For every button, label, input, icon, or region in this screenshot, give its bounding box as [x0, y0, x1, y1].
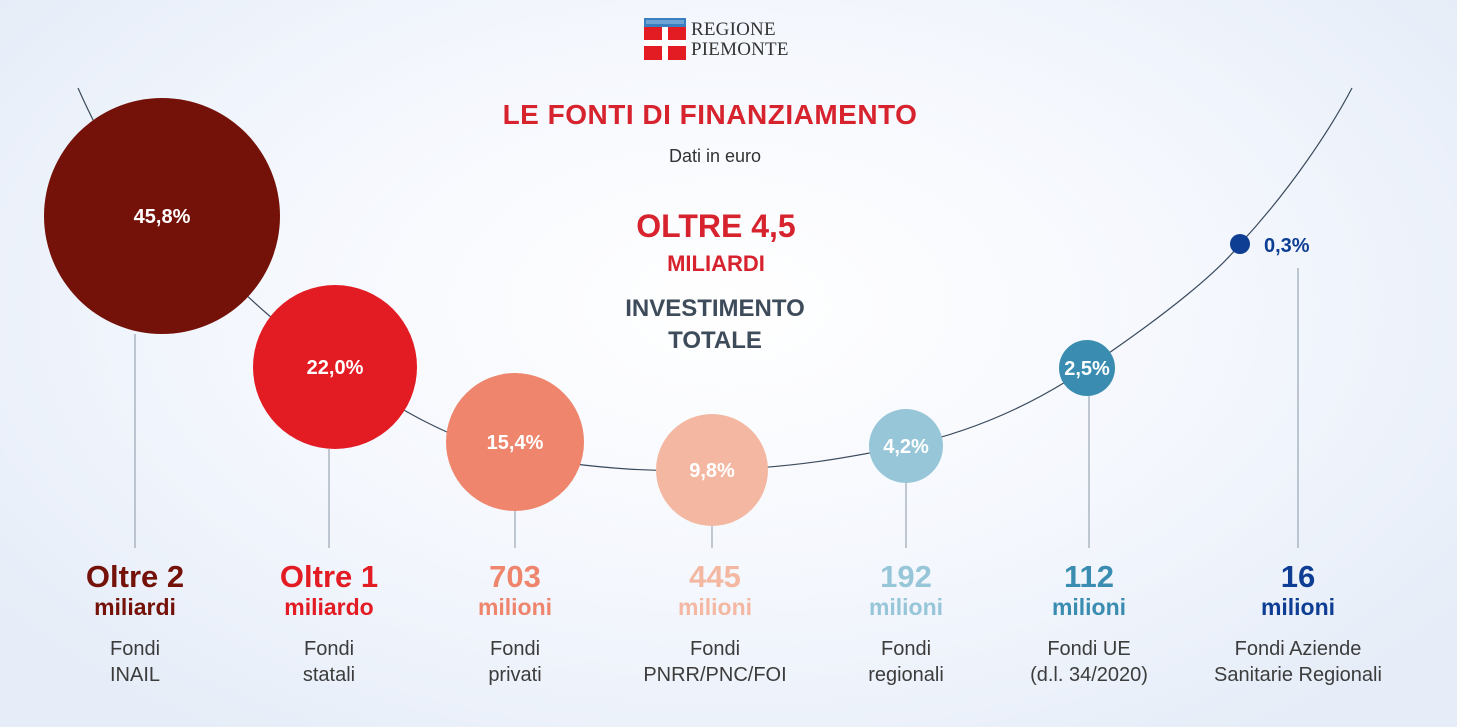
source-label-column: Oltre 1 miliardo Fondi statali	[209, 560, 449, 688]
total-caption-line1: INVESTIMENTO	[625, 295, 805, 322]
bubble	[44, 98, 280, 334]
total-caption-line2: TOTALE	[668, 327, 762, 354]
total-value: OLTRE 4,5	[636, 208, 796, 244]
regione-piemonte-logo: REGIONE PIEMONTE	[644, 18, 794, 60]
amount-unit: miliardi	[94, 594, 176, 620]
percent-label: 2,5%	[1064, 358, 1110, 380]
source-label-column: 16 milioni Fondi Aziende Sanitarie Regional…	[1178, 560, 1418, 688]
source-name: Fondi statali	[209, 636, 449, 688]
source-name-line1: Fondi Aziende	[1234, 638, 1362, 660]
source-name: Fondi INAIL	[15, 636, 255, 688]
bubble	[1059, 340, 1115, 396]
amount-unit: milioni	[677, 594, 753, 620]
amount-value: 16	[1280, 559, 1316, 594]
source-name-line2: regionali	[868, 664, 944, 686]
percent-label: 4,2%	[883, 436, 929, 458]
source-name-line1: Fondi	[303, 638, 355, 660]
bubble	[656, 414, 768, 526]
amount-unit: milioni	[1051, 594, 1127, 620]
amount-value: 445	[689, 559, 741, 594]
source-name-line1: Fondi UE	[1047, 638, 1131, 660]
logo-line1: REGIONE	[691, 19, 776, 40]
percent-label: 9,8%	[689, 460, 735, 482]
percent-label: 0,3%	[1264, 235, 1310, 257]
amount-unit: milioni	[868, 594, 944, 620]
amount-unit: milioni	[477, 594, 553, 620]
source-name: Fondi regionali	[786, 636, 1026, 688]
source-label-column: 112 milioni Fondi UE (d.l. 34/2020)	[969, 560, 1209, 688]
percent-label: 22,0%	[307, 357, 364, 379]
source-name-line2: privati	[488, 664, 542, 686]
bubble	[446, 373, 584, 511]
amount-value: 112	[1063, 559, 1114, 594]
logo-line2: PIEMONTE	[691, 39, 789, 60]
source-name-line2: Sanitarie Regionali	[1214, 664, 1382, 686]
total-unit: MILIARDI	[667, 251, 765, 276]
source-name-line2: statali	[302, 664, 356, 686]
regione-piemonte-emblem-icon	[644, 18, 686, 60]
source-label-column: Oltre 2 miliardi Fondi INAIL	[15, 560, 255, 688]
source-name: Fondi privati	[395, 636, 635, 688]
source-name: Fondi UE (d.l. 34/2020)	[969, 636, 1209, 688]
source-label-column: 192 milioni Fondi regionali	[786, 560, 1026, 688]
source-name-line1: Fondi	[109, 638, 161, 660]
amount-unit: milioni	[1260, 594, 1336, 620]
source-name-line1: Fondi	[880, 638, 932, 660]
amount-value: 192	[880, 559, 932, 594]
amount-unit: miliardo	[284, 594, 374, 620]
percent-label: 45,8%	[134, 206, 191, 228]
total-caption: INVESTIMENTO TOTALE	[615, 293, 815, 357]
amount-value: Oltre 2	[85, 559, 185, 594]
page-subtitle: Dati in euro	[668, 146, 762, 166]
source-name-line2: INAIL	[109, 664, 161, 686]
amount-value: 703	[489, 559, 541, 594]
bubble	[869, 409, 943, 483]
source-name-line1: Fondi	[689, 638, 741, 660]
bubble	[1230, 234, 1250, 254]
source-name: Fondi Aziende Sanitarie Regionali	[1178, 636, 1418, 688]
source-name-line2: PNRR/PNC/FOI	[643, 664, 787, 686]
source-name-line2: (d.l. 34/2020)	[1030, 664, 1148, 686]
source-name-line1: Fondi	[489, 638, 541, 660]
amount-value: Oltre 1	[279, 559, 379, 594]
page-title: LE FONTI DI FINANZIAMENTO	[502, 99, 918, 130]
bubble	[253, 285, 417, 449]
percent-label: 15,4%	[487, 432, 544, 454]
source-name: Fondi PNRR/PNC/FOI	[595, 636, 835, 688]
source-label-column: 445 milioni Fondi PNRR/PNC/FOI	[595, 560, 835, 688]
source-label-column: 703 milioni Fondi privati	[395, 560, 635, 688]
